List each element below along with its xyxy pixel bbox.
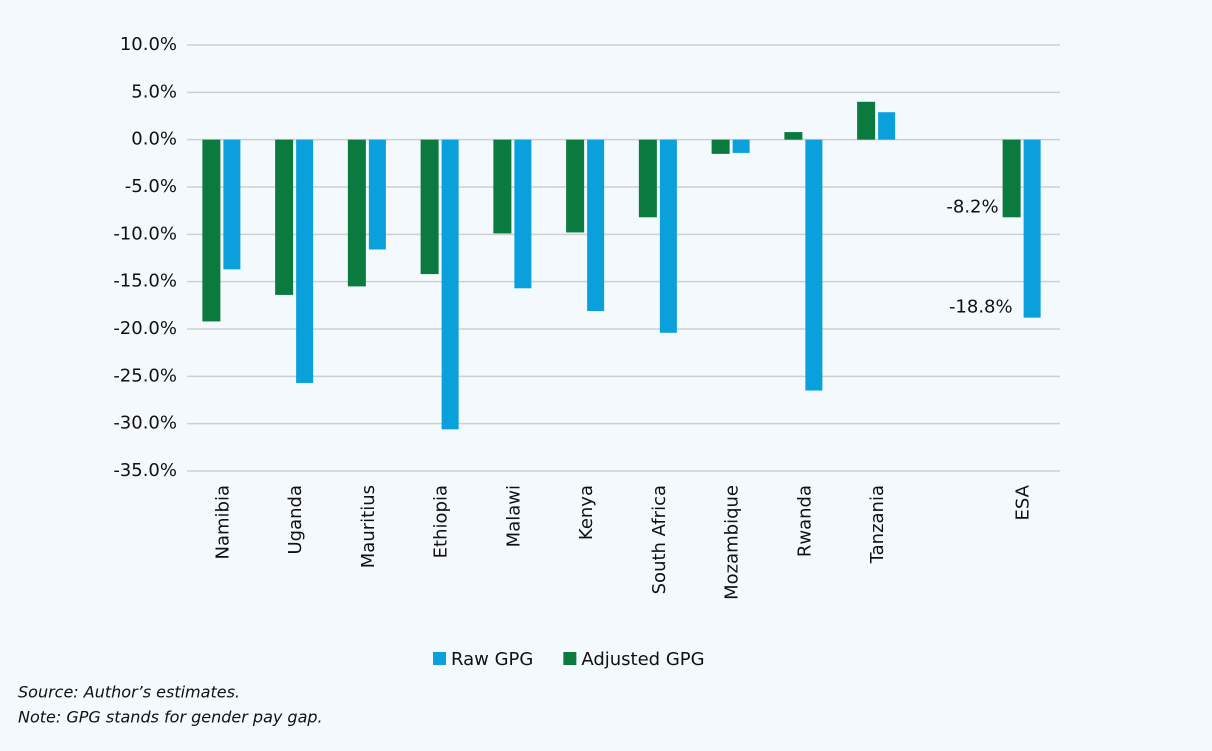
legend-label: Raw GPG bbox=[451, 649, 533, 670]
y-tick-label: 10.0% bbox=[120, 34, 177, 55]
x-tick-label: Mozambique bbox=[722, 485, 743, 600]
bar bbox=[805, 139, 823, 391]
bar bbox=[1002, 139, 1021, 218]
bar bbox=[1023, 139, 1041, 318]
value-label: -18.8% bbox=[949, 297, 1013, 318]
value-label: -8.2% bbox=[946, 196, 998, 217]
gpg-note: Note: GPG stands for gender pay gap. bbox=[18, 708, 323, 727]
bar bbox=[878, 112, 896, 140]
y-tick-label: -25.0% bbox=[113, 365, 177, 386]
legend-swatch bbox=[433, 652, 446, 665]
bar bbox=[857, 101, 876, 140]
bar bbox=[566, 139, 585, 233]
x-tick-label: Kenya bbox=[576, 485, 597, 540]
bar bbox=[223, 139, 241, 270]
y-tick-label: 0.0% bbox=[131, 129, 177, 150]
x-tick-label: Mauritius bbox=[358, 485, 379, 568]
y-tick-label: -5.0% bbox=[125, 176, 177, 197]
x-tick-label: Tanzania bbox=[867, 485, 888, 564]
legend-label: Adjusted GPG bbox=[581, 649, 704, 670]
x-tick-label: ESA bbox=[1013, 484, 1034, 520]
bar bbox=[202, 139, 221, 322]
bar bbox=[659, 139, 677, 333]
y-tick-label: -35.0% bbox=[113, 460, 177, 481]
bar bbox=[493, 139, 512, 234]
bar bbox=[587, 139, 605, 312]
bar bbox=[784, 132, 803, 140]
y-tick-label: -15.0% bbox=[113, 271, 177, 292]
bar bbox=[732, 139, 750, 153]
x-tick-label: Uganda bbox=[285, 485, 306, 555]
bar bbox=[420, 139, 439, 275]
bar bbox=[514, 139, 532, 289]
y-tick-label: -20.0% bbox=[113, 318, 177, 339]
x-tick-label: South Africa bbox=[649, 485, 670, 594]
y-tick-label: 5.0% bbox=[131, 81, 177, 102]
bar bbox=[275, 139, 294, 295]
bar bbox=[711, 139, 730, 154]
x-tick-label: Ethiopia bbox=[431, 485, 452, 558]
bar bbox=[638, 139, 657, 218]
bar bbox=[368, 139, 386, 250]
x-tick-label: Malawi bbox=[503, 485, 524, 547]
legend-swatch bbox=[563, 652, 577, 665]
bar bbox=[347, 139, 366, 287]
bar bbox=[296, 139, 314, 383]
y-tick-label: -10.0% bbox=[113, 223, 177, 244]
y-tick-label: -30.0% bbox=[113, 413, 177, 434]
x-tick-label: Namibia bbox=[212, 485, 233, 560]
source-note: Source: Author’s estimates. bbox=[18, 683, 240, 702]
x-tick-label: Rwanda bbox=[794, 485, 815, 557]
bar bbox=[441, 139, 459, 430]
